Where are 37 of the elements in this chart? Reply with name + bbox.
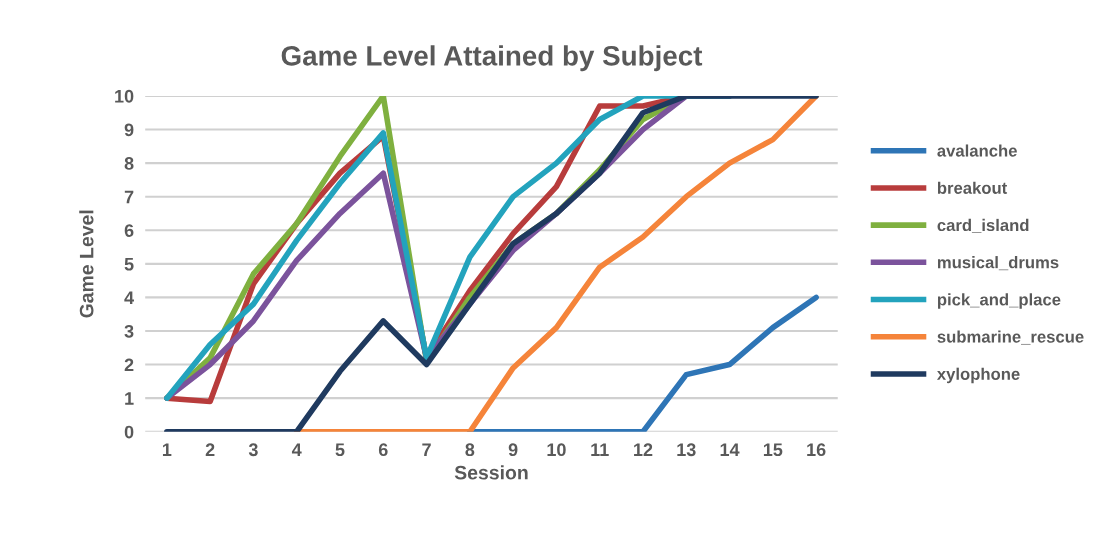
- y-tick-label: 4: [124, 291, 134, 304]
- x-tick-label: 16: [807, 443, 826, 457]
- y-tick-label: 3: [124, 324, 134, 338]
- legend-label: submarine_rescue: [937, 330, 1084, 345]
- y-tick-label: 5: [124, 257, 134, 271]
- x-tick-label: 10: [547, 443, 566, 457]
- x-tick-label: 4: [291, 443, 302, 456]
- x-tick-label: 11: [591, 443, 609, 456]
- x-tick-label: 9: [508, 443, 518, 457]
- x-tick-label: 13: [677, 443, 696, 457]
- x-tick-label: 3: [248, 443, 258, 457]
- y-tick-label: 7: [124, 190, 134, 204]
- x-tick-label: 6: [378, 443, 388, 457]
- legend-label: musical_drums: [937, 256, 1059, 271]
- y-tick-label: 2: [124, 358, 134, 372]
- y-tick-label: 9: [124, 123, 134, 137]
- legend-label: avalanche: [937, 144, 1017, 157]
- chart-title: Game Level Attained by Subject: [281, 45, 703, 72]
- y-tick-label: 1: [125, 392, 134, 405]
- x-tick-label: 8: [465, 443, 475, 457]
- y-tick-label: 8: [124, 157, 134, 170]
- y-tick-label: 6: [124, 224, 134, 237]
- y-tick-label: 0: [124, 425, 134, 439]
- x-tick-label: 12: [634, 443, 653, 456]
- x-tick-label: 2: [205, 443, 215, 456]
- x-tick-label: 5: [335, 443, 345, 457]
- legend-label: xylophone: [936, 367, 1020, 384]
- legend-label: breakout: [937, 181, 1008, 194]
- legend-label: pick_and_place: [937, 293, 1061, 309]
- x-tick-label: 7: [422, 443, 431, 456]
- x-tick-label: 15: [763, 443, 783, 457]
- x-axis-title: Session: [454, 465, 528, 480]
- y-axis-title: Game Level: [79, 210, 94, 318]
- x-tick-label: 14: [720, 443, 740, 456]
- y-tick-label: 10: [115, 89, 134, 103]
- legend-label: card_island: [937, 218, 1029, 233]
- x-tick-label: 1: [162, 443, 172, 456]
